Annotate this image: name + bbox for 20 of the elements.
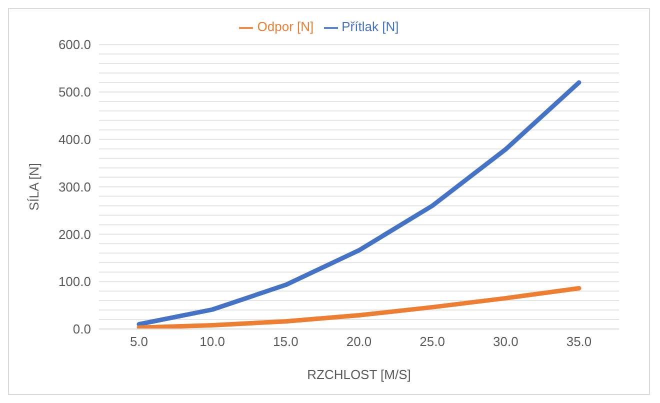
x-tick-label: 25.0 [420, 334, 445, 350]
x-tick-label: 20.0 [346, 334, 372, 350]
x-tick-label: 10.0 [200, 334, 225, 350]
y-tick-label: 0.0 [72, 322, 91, 337]
y-tick-label: 600.0 [58, 37, 91, 52]
y-axis-title: SÍLA [N] [26, 162, 42, 211]
x-axis-title: RZCHLOST [M/S] [307, 367, 411, 382]
legend-label: Odpor [N] [257, 19, 314, 34]
y-tick-label: 500.0 [58, 84, 91, 100]
x-tick-label: 30.0 [493, 334, 518, 350]
x-tick-label: 15.0 [273, 334, 298, 350]
x-tick-label: 5.0 [130, 334, 148, 350]
legend-label: Přítlak [N] [342, 19, 399, 34]
line-series [136, 286, 582, 329]
y-tick-label: 400.0 [58, 132, 91, 147]
line-series [136, 80, 582, 327]
y-tick-label: 100.0 [58, 274, 91, 290]
x-tick-label: 35.0 [566, 334, 592, 350]
y-tick-label: 300.0 [58, 179, 91, 194]
y-tick-label: 200.0 [58, 226, 91, 242]
